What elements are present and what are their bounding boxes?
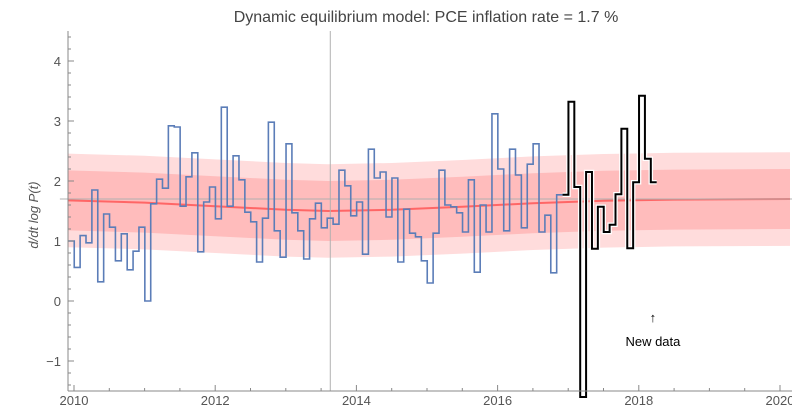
data-line [68, 106, 563, 302]
new-data-line [562, 94, 657, 398]
chart-title: Dynamic equilibrium model: PCE inflation… [234, 9, 619, 26]
x-tick-label: 2018 [624, 393, 653, 408]
y-axis-label: d/dt log P(t) [26, 181, 41, 248]
x-tick-label: 2012 [201, 393, 230, 408]
y-axis-label-text: d/dt log P(t) [26, 181, 41, 248]
model-bands [68, 152, 790, 258]
y-tick-label: −1 [46, 354, 61, 369]
series-group [68, 93, 657, 400]
x-tick-label: 2010 [60, 393, 89, 408]
annotation-new-data: New data [625, 334, 681, 349]
axes: 4 3 2 1 0 −1 2010 2012 2014 2016 2018 2020 [46, 31, 792, 408]
y-tick-label: 2 [54, 174, 61, 189]
x-tick-label: 2020 [766, 393, 792, 408]
reference-lines [59, 31, 792, 391]
x-tick-label: 2014 [342, 393, 371, 408]
y-tick-label: 0 [54, 294, 61, 309]
y-tick-label: 1 [54, 234, 61, 249]
y-tick-label: 4 [54, 54, 61, 69]
y-tick-label: 3 [54, 114, 61, 129]
annotation-arrow: ↑ [650, 310, 657, 325]
x-tick-label: 2016 [483, 393, 512, 408]
